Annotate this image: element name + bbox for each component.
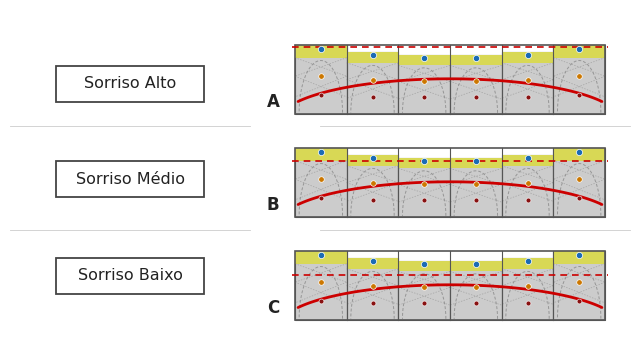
Bar: [295, 148, 605, 217]
Bar: [295, 251, 605, 320]
Bar: [502, 258, 554, 269]
Bar: [554, 251, 605, 264]
Bar: [554, 251, 605, 320]
Bar: [295, 45, 347, 114]
Bar: [398, 55, 450, 114]
Bar: [502, 52, 554, 114]
Bar: [502, 155, 554, 217]
Bar: [502, 155, 554, 166]
Bar: [554, 45, 605, 114]
Text: Sorriso Baixo: Sorriso Baixo: [77, 268, 182, 284]
Bar: [502, 52, 554, 63]
Bar: [398, 261, 450, 320]
Text: Sorriso Alto: Sorriso Alto: [84, 76, 176, 91]
Bar: [295, 251, 347, 264]
Bar: [295, 148, 347, 217]
Bar: [398, 158, 450, 169]
Bar: [450, 158, 502, 169]
Bar: [502, 258, 554, 320]
Bar: [554, 148, 605, 217]
Bar: [56, 258, 204, 294]
Bar: [554, 45, 605, 58]
Bar: [347, 52, 398, 114]
Text: C: C: [267, 299, 279, 317]
Bar: [295, 148, 347, 161]
Bar: [347, 52, 398, 63]
Bar: [450, 55, 502, 114]
Bar: [450, 158, 502, 217]
Bar: [450, 55, 502, 65]
Bar: [347, 258, 398, 320]
Text: Sorriso Médio: Sorriso Médio: [76, 171, 184, 187]
Bar: [56, 161, 204, 197]
Bar: [347, 155, 398, 217]
Text: A: A: [267, 93, 280, 111]
Bar: [295, 45, 347, 58]
Bar: [295, 45, 605, 114]
Bar: [554, 148, 605, 161]
Bar: [347, 155, 398, 166]
Bar: [450, 261, 502, 320]
Bar: [398, 261, 450, 272]
Bar: [398, 55, 450, 65]
Bar: [450, 261, 502, 272]
Bar: [398, 158, 450, 217]
Text: B: B: [267, 196, 279, 214]
Bar: [56, 66, 204, 102]
Bar: [295, 251, 347, 320]
Bar: [347, 258, 398, 269]
